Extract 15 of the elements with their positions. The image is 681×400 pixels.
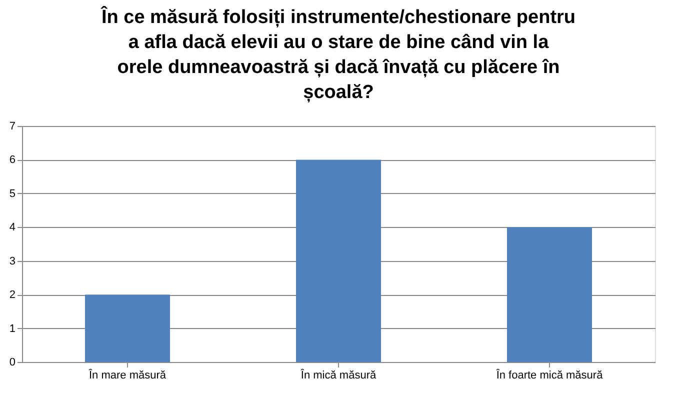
chart-title: În ce măsură folosiți instrumente/chestionare pentru a afla dacă elevii au o stare de bine când vin la orele dumneavoastră și dacă învață cu plăcere în școală? — [100, 5, 576, 103]
y-tick-label: 2 — [9, 289, 16, 302]
y-tick-label: 6 — [9, 154, 16, 166]
y-tick-label: 5 — [9, 188, 16, 200]
y-tick-label: 1 — [9, 322, 16, 335]
x-tick-label: În mică măsură — [300, 368, 377, 382]
bar — [296, 160, 381, 362]
y-tick-label: 3 — [9, 255, 16, 268]
x-tick-label: În foarte mică măsură — [495, 368, 604, 382]
y-tick-label: 4 — [9, 222, 16, 234]
x-tick-label: În mare măsură — [88, 368, 167, 382]
y-tick-label: 0 — [9, 356, 16, 368]
bar — [507, 227, 592, 362]
y-tick-label: 7 — [9, 120, 16, 132]
bar — [85, 294, 170, 362]
